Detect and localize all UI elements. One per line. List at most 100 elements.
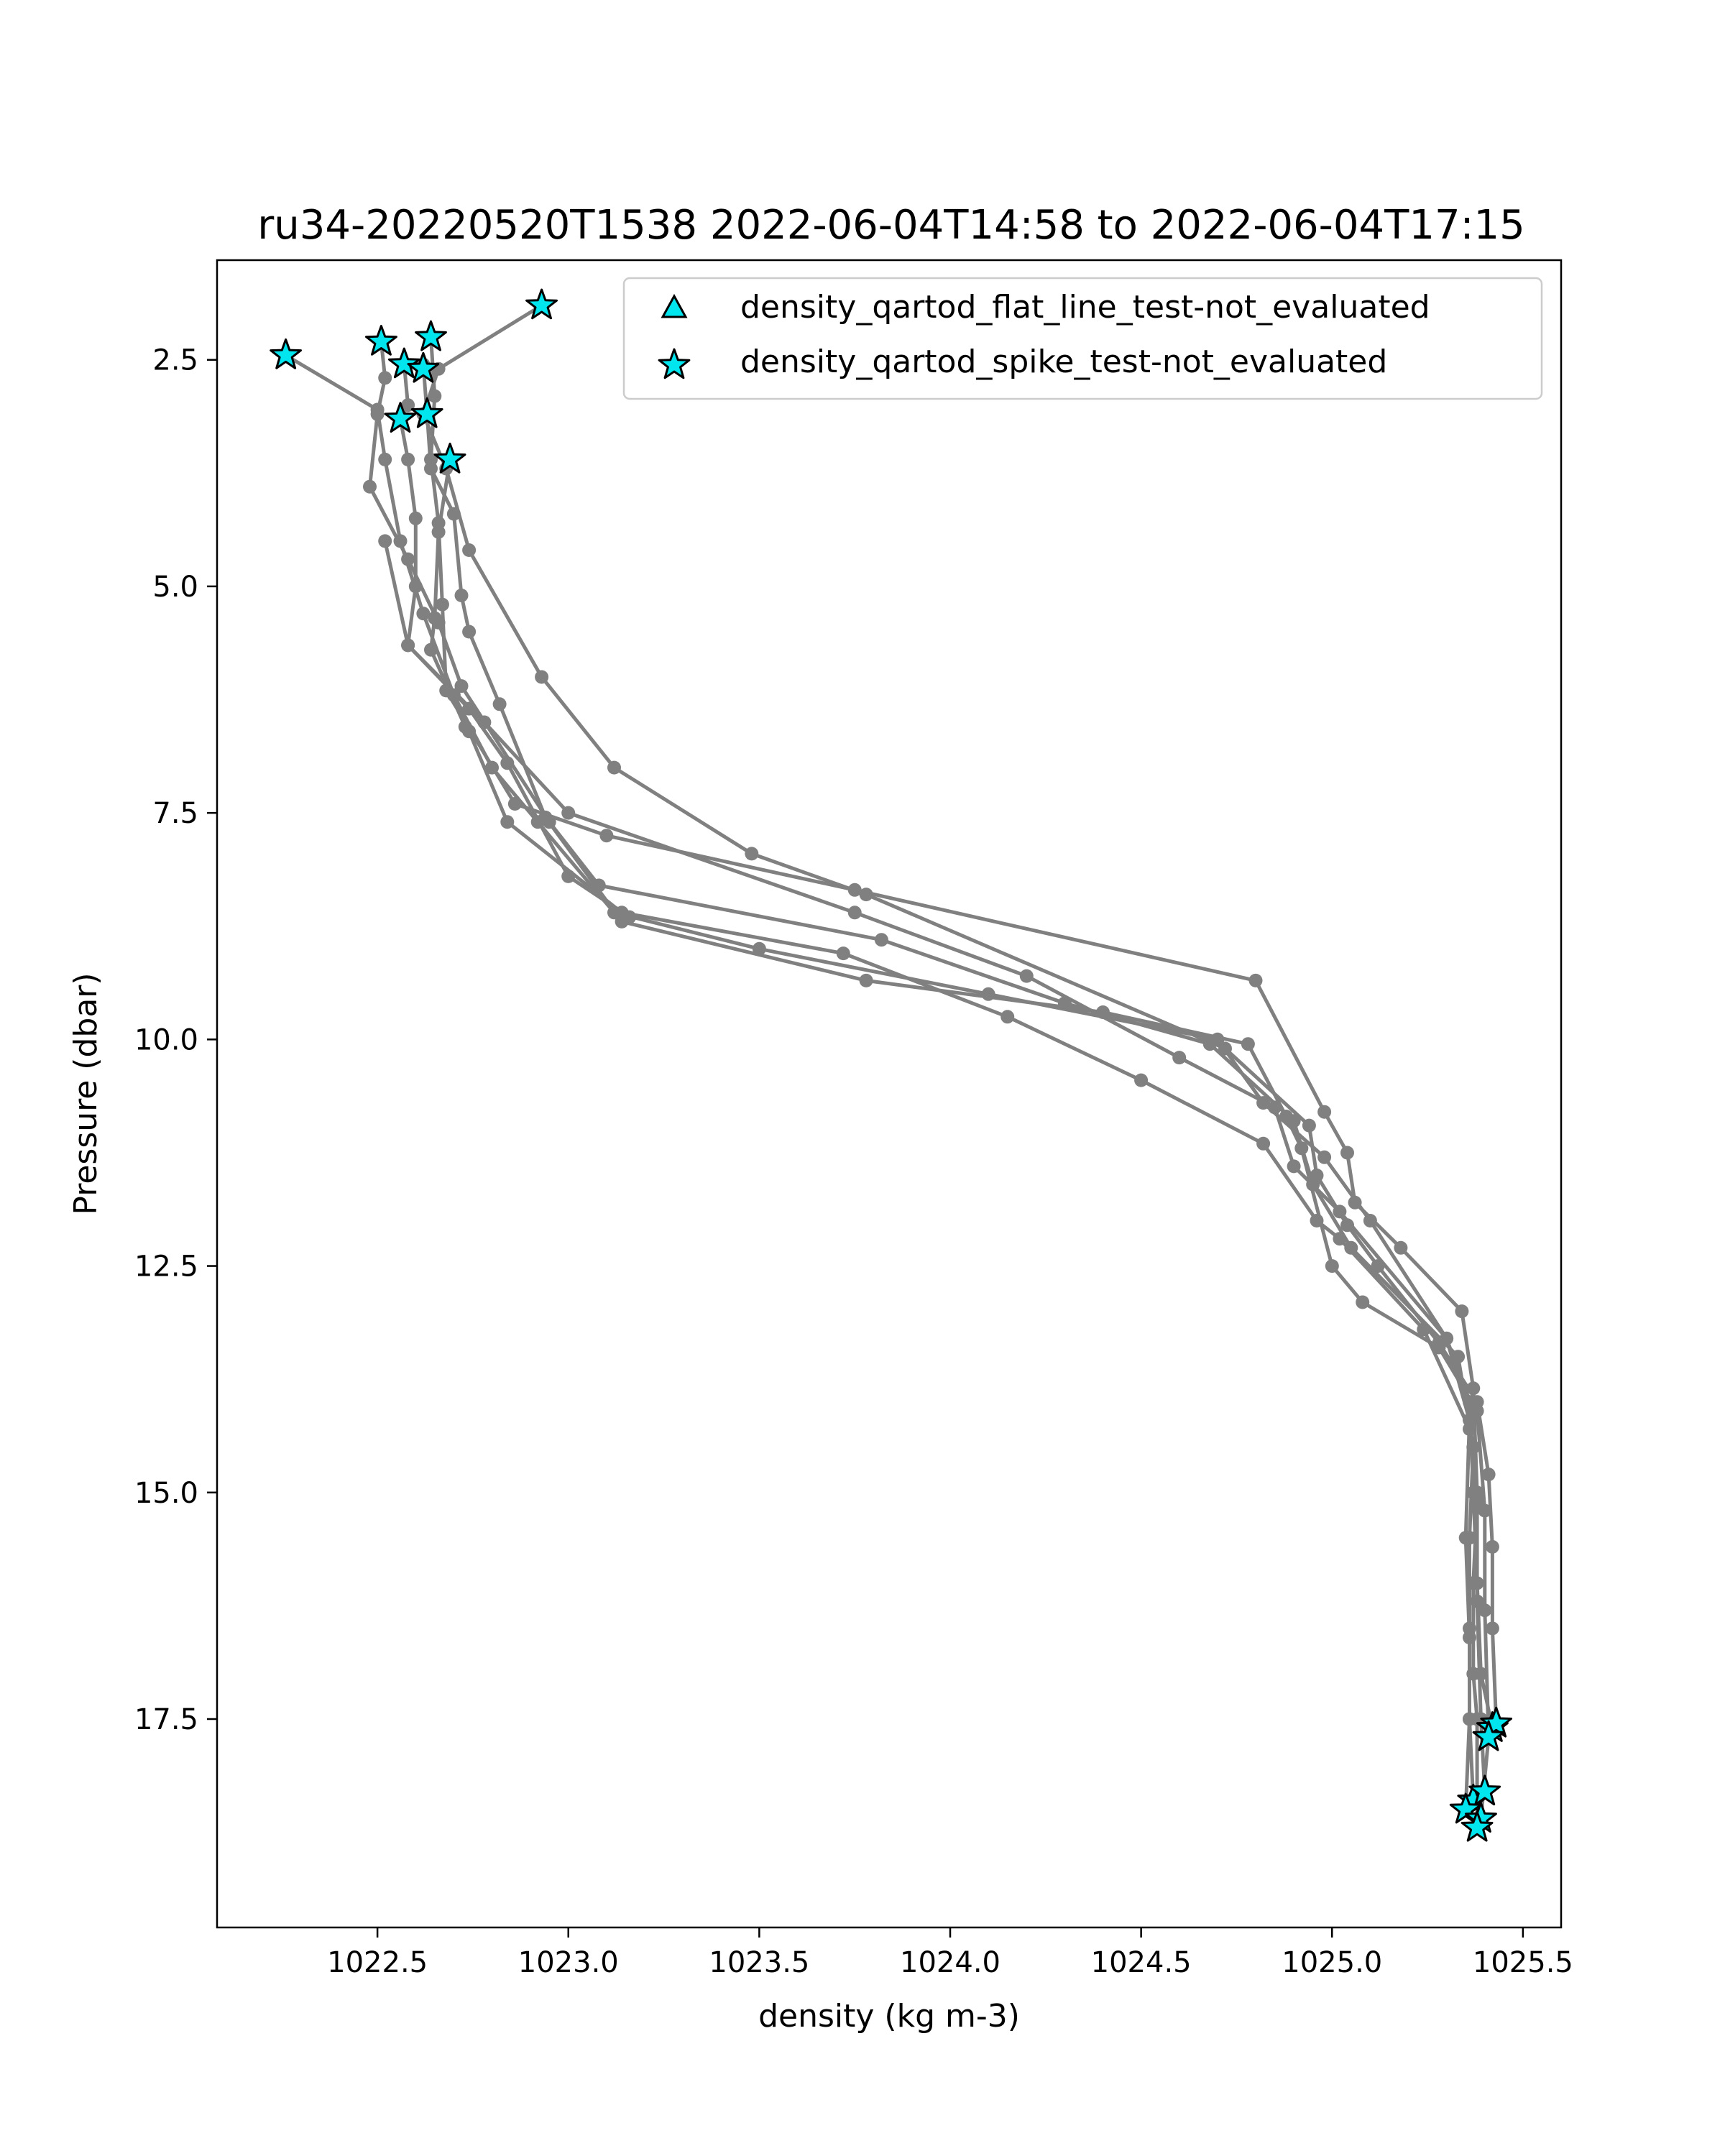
- x-axis-label: density (kg m-3): [758, 1998, 1020, 2035]
- data-point-3-18: [1470, 1594, 1484, 1608]
- data-point-1-10: [752, 941, 766, 956]
- data-point-3-9: [847, 883, 862, 897]
- data-point-7-12: [1256, 1136, 1271, 1151]
- data-point-4-10: [847, 906, 862, 920]
- data-point-8-3: [462, 701, 477, 716]
- data-point-2-2: [378, 371, 392, 385]
- data-point-6-13: [1279, 1110, 1293, 1123]
- x-axis-ticks: 1022.5 1023.0 1023.5 1024.0 1024.5 1025.0 1025…: [327, 1927, 1573, 1979]
- spike-flag-star-14: [1468, 1774, 1501, 1806]
- data-point-4-8: [477, 715, 492, 729]
- data-point-3-13: [1348, 1195, 1362, 1210]
- plot-frame: [216, 259, 1563, 1929]
- data-point-7-16: [1463, 1422, 1476, 1436]
- data-point-7-2: [431, 525, 446, 539]
- data-point-4-12: [1172, 1051, 1187, 1065]
- data-point-8-2: [401, 638, 415, 653]
- data-point-7-4: [424, 642, 438, 657]
- chart-title: ru34-20220520T1538 2022-06-04T14:58 to 2…: [257, 202, 1524, 249]
- data-point-4-13: [1268, 1100, 1282, 1115]
- data-point-6-5: [454, 589, 469, 602]
- data-point-1-5: [416, 607, 431, 621]
- x-tick-label-7: 1025.5: [1473, 1946, 1573, 1979]
- data-point-6-6: [462, 625, 477, 639]
- data-point-2-16: [1451, 1350, 1466, 1364]
- data-point-8-4: [500, 756, 515, 770]
- data-point-7-9: [836, 946, 850, 961]
- data-point-1-3: [378, 452, 392, 466]
- data-point-3-16: [1466, 1381, 1481, 1396]
- data-point-5-18: [1485, 1539, 1499, 1554]
- data-point-5-5: [462, 543, 477, 557]
- flagged-points: [270, 288, 1513, 1842]
- data-point-5-7: [607, 760, 621, 775]
- data-point-5-19: [1485, 1621, 1499, 1636]
- y-tick-label-7: 17.5: [134, 1703, 198, 1736]
- data-point-1-13: [1256, 1096, 1271, 1110]
- data-point-3-11: [1317, 1105, 1332, 1119]
- data-point-7-10: [1000, 1010, 1015, 1024]
- data-point-3-14: [1394, 1240, 1408, 1255]
- data-point-7-17: [1470, 1494, 1484, 1508]
- data-point-5-17: [1481, 1468, 1496, 1482]
- data-point-2-5: [401, 552, 415, 566]
- data-point-1-4: [393, 534, 408, 548]
- spike-flag-star-15: [1449, 1792, 1482, 1824]
- data-point-7-13: [1310, 1214, 1324, 1227]
- data-point-8-6: [622, 910, 637, 924]
- data-point-1-11: [981, 987, 995, 1001]
- spike-flag-star-6: [525, 288, 558, 320]
- data-point-1-7: [485, 760, 499, 775]
- data-point-6-7: [492, 697, 507, 711]
- data-point-4-11: [1019, 969, 1034, 983]
- data-point-6-8: [538, 810, 553, 824]
- data-point-3-10: [1248, 973, 1263, 987]
- data-point-7-11: [1134, 1073, 1149, 1087]
- spike-flag-star-2: [365, 325, 397, 356]
- data-point-6-10: [859, 973, 873, 987]
- data-point-4-4: [401, 452, 415, 466]
- x-tick-label-6: 1025.0: [1282, 1946, 1382, 1979]
- profile-line-8: [383, 540, 631, 919]
- data-point-3-2: [428, 389, 442, 403]
- data-point-2-4: [363, 479, 377, 494]
- data-point-7-3: [428, 611, 442, 625]
- spike-flag-star-7: [384, 402, 417, 433]
- y-tick-label-3: 7.5: [152, 797, 198, 830]
- data-point-3-6: [439, 683, 454, 698]
- x-tick-label-3: 1023.5: [709, 1946, 809, 1979]
- data-point-1-15: [1363, 1214, 1377, 1227]
- data-point-7-14: [1333, 1232, 1347, 1246]
- data-point-6-19: [1478, 1503, 1492, 1518]
- legend-triangle-marker: [661, 293, 688, 318]
- y-tick-label-2: 5.0: [152, 571, 198, 604]
- spike-flag-star-8: [410, 397, 443, 428]
- x-tick-label-2: 1023.0: [518, 1946, 619, 1979]
- data-point-6-15: [1325, 1259, 1339, 1273]
- data-point-2-7: [454, 679, 469, 694]
- data-point-5-6: [535, 670, 549, 684]
- y-tick-label-1: 2.5: [152, 344, 198, 377]
- data-point-8-1: [378, 534, 392, 548]
- legend-star-marker: [658, 348, 691, 379]
- data-point-7-19: [1466, 1667, 1481, 1681]
- spike-flag-star-3: [415, 320, 447, 351]
- data-point-2-9: [592, 878, 606, 893]
- profile-line-5: [421, 303, 1499, 1724]
- data-point-7-6: [462, 724, 477, 739]
- data-point-3-12: [1340, 1146, 1354, 1160]
- profile-line-6: [421, 364, 1491, 1819]
- data-point-4-6: [408, 579, 423, 594]
- data-point-6-16: [1356, 1295, 1370, 1309]
- spike-flag-star-17: [1460, 1810, 1494, 1842]
- data-point-8-5: [561, 869, 576, 883]
- data-point-2-12: [1202, 1037, 1217, 1051]
- data-point-6-12: [1241, 1037, 1255, 1051]
- y-tick-label-4: 10.0: [134, 1023, 198, 1056]
- data-point-3-8: [599, 829, 614, 843]
- data-point-5-10: [1218, 1041, 1232, 1056]
- data-point-2-10: [874, 933, 888, 947]
- data-point-5-9: [859, 888, 873, 902]
- y-tick-label-5: 12.5: [134, 1250, 198, 1284]
